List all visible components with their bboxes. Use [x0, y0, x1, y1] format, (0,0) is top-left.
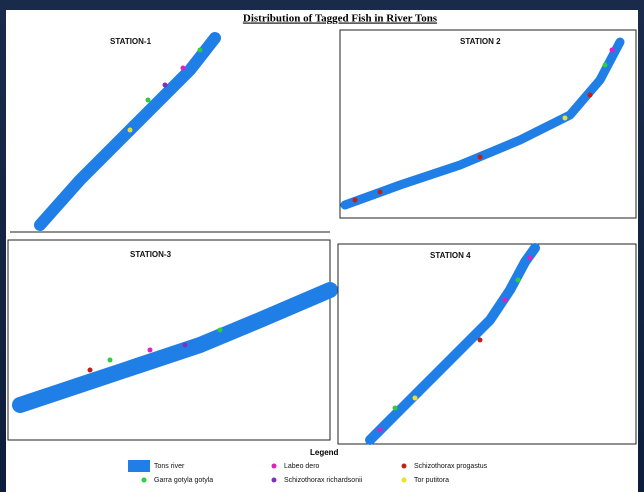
- panel-border: [337, 243, 637, 445]
- fish-point: [377, 427, 383, 433]
- panel-label: STATION-1: [110, 37, 152, 46]
- fish-point: [87, 367, 93, 373]
- title: Distribution of Tagged Fish in River Ton…: [243, 13, 438, 25]
- legend-label: Tor putitora: [414, 477, 449, 484]
- station-4-map: STATION 4: [337, 243, 637, 445]
- legend-title: Legend: [310, 448, 339, 457]
- legend-label: Garra gotyla gotyla: [154, 477, 213, 484]
- fish-point: [377, 189, 383, 195]
- fish-point: [147, 347, 153, 353]
- legend-swatch: [271, 463, 277, 469]
- station-1-map: STATION-1: [10, 32, 330, 233]
- panel-label: STATION 4: [430, 251, 471, 260]
- legend: Legend Tons river Garra gotyla gotyla Labe…: [128, 448, 488, 484]
- legend-label: Schizothorax progastus: [414, 463, 488, 470]
- fish-point: [527, 255, 533, 261]
- station-2-map: STATION 2: [339, 29, 637, 219]
- fish-point: [107, 357, 113, 363]
- fish-point: [477, 154, 483, 160]
- fish-point: [182, 342, 188, 348]
- station-3-map: STATION-3: [7, 239, 338, 441]
- panel-border: [7, 239, 331, 441]
- fish-point: [180, 65, 186, 71]
- fish-point: [217, 327, 223, 333]
- fish-point: [477, 337, 483, 343]
- legend-swatch: [128, 460, 150, 472]
- fish-point: [502, 297, 508, 303]
- river: [34, 32, 221, 231]
- fish-point: [162, 82, 168, 88]
- canvas: [6, 10, 638, 492]
- panel-border: [339, 29, 637, 219]
- legend-label: Labeo dero: [284, 463, 320, 470]
- fish-point: [352, 197, 358, 203]
- legend-swatch: [401, 463, 407, 469]
- panel-label: STATION-3: [130, 250, 172, 259]
- river: [365, 243, 540, 445]
- panel-label: STATION 2: [460, 37, 501, 46]
- legend-swatch: [141, 477, 147, 483]
- fish-point: [197, 47, 203, 53]
- fish-point: [609, 47, 615, 53]
- legend-swatch: [401, 477, 407, 483]
- fish-point: [145, 97, 151, 103]
- fish-point: [412, 395, 418, 401]
- fish-point: [602, 62, 608, 68]
- legend-label: Schizothorax richardsonii: [284, 477, 363, 484]
- fish-point: [562, 115, 568, 121]
- fish-point: [392, 405, 398, 411]
- fish-point: [127, 127, 133, 133]
- fish-point: [515, 277, 521, 283]
- river: [12, 282, 338, 413]
- river: [340, 37, 625, 210]
- legend-swatch: [271, 477, 277, 483]
- fish-point: [587, 92, 593, 98]
- legend-label: Tons river: [154, 463, 185, 470]
